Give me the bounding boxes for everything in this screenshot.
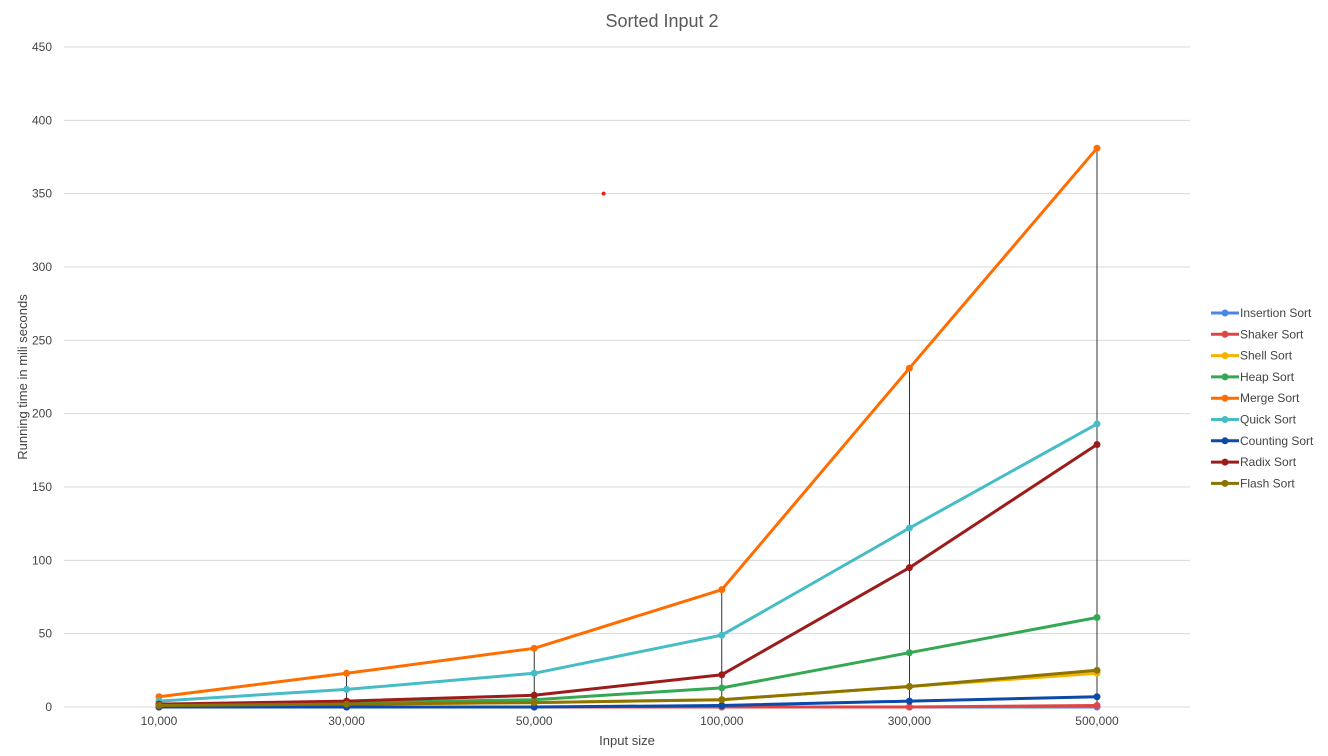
legend-marker: [1221, 373, 1229, 381]
x-axis-label: Input size: [599, 733, 655, 748]
legend-label: Radix Sort: [1240, 455, 1297, 469]
data-point: [530, 691, 538, 699]
drop-lines: [158, 148, 1098, 707]
legend-marker: [1221, 437, 1229, 445]
stray-marker: [601, 191, 606, 196]
chart-title: Sorted Input 2: [605, 11, 718, 31]
x-tick-label: 500,000: [1075, 714, 1119, 728]
legend-item[interactable]: Quick Sort: [1211, 413, 1297, 427]
y-tick-label: 100: [32, 553, 52, 567]
legend-label: Shell Sort: [1240, 349, 1293, 363]
data-point: [343, 685, 351, 693]
data-point: [1093, 614, 1101, 622]
data-point: [905, 524, 913, 532]
data-point: [1093, 144, 1101, 152]
data-point: [530, 669, 538, 677]
x-tick-label: 10,000: [141, 714, 178, 728]
stray-point: [601, 191, 606, 196]
data-point: [905, 703, 913, 711]
y-tick-label: 250: [32, 333, 52, 347]
x-tick-label: 100,000: [700, 714, 744, 728]
data-point: [1093, 666, 1101, 674]
legend-label: Counting Sort: [1240, 434, 1314, 448]
legend-item[interactable]: Shaker Sort: [1211, 327, 1304, 341]
data-point: [1093, 702, 1101, 710]
legend-item[interactable]: Insertion Sort: [1211, 306, 1312, 320]
legend-marker: [1221, 309, 1229, 317]
y-axis-ticks: 0 50 100 150 200 250 300 350 400 450: [32, 40, 52, 714]
legend-label: Quick Sort: [1240, 413, 1297, 427]
legend-item[interactable]: Merge Sort: [1211, 391, 1300, 405]
legend-label: Shaker Sort: [1240, 327, 1304, 341]
data-point: [343, 700, 351, 708]
series-heap-sort: [155, 614, 1101, 710]
legend-item[interactable]: Counting Sort: [1211, 434, 1314, 448]
y-tick-label: 200: [32, 407, 52, 421]
y-tick-label: 450: [32, 40, 52, 54]
data-point: [905, 564, 913, 572]
y-tick-label: 50: [39, 627, 53, 641]
data-point: [718, 586, 726, 594]
series-quick-sort: [155, 420, 1101, 705]
legend[interactable]: Insertion Sort Shaker Sort Shell Sort Heap …: [1211, 306, 1314, 490]
data-point: [718, 671, 726, 679]
series-line: [158, 147, 1099, 699]
data-point: [343, 669, 351, 677]
y-tick-label: 150: [32, 480, 52, 494]
x-tick-label: 50,000: [516, 714, 553, 728]
legend-marker: [1221, 458, 1229, 466]
series-line: [158, 422, 1098, 703]
legend-item[interactable]: Shell Sort: [1211, 349, 1293, 363]
y-tick-label: 0: [45, 700, 52, 714]
series-line: [158, 443, 1098, 706]
legend-marker: [1221, 330, 1229, 338]
legend-marker: [1221, 416, 1229, 423]
series-flash-sort: [155, 666, 1101, 710]
series-line: [159, 695, 1098, 709]
legend-label: Flash Sort: [1240, 476, 1295, 490]
data-point: [1093, 440, 1101, 448]
legend-marker: [1221, 479, 1229, 487]
x-tick-label: 30,000: [328, 714, 365, 728]
legend-item[interactable]: Flash Sort: [1211, 476, 1295, 490]
legend-marker: [1221, 394, 1229, 402]
data-point: [905, 364, 913, 372]
x-axis-ticks: 10,000 30,000 50,000 100,000 300,000 500,000: [141, 714, 1119, 728]
data-point: [530, 699, 538, 707]
y-axis-label: Running time in mili seconds: [15, 294, 30, 460]
data-point: [718, 702, 726, 710]
legend-label: Merge Sort: [1240, 391, 1300, 405]
data-point: [718, 696, 726, 704]
legend-item[interactable]: Radix Sort: [1211, 455, 1297, 469]
y-tick-label: 300: [32, 260, 52, 274]
legend-label: Insertion Sort: [1240, 306, 1312, 320]
legend-label: Heap Sort: [1240, 370, 1295, 384]
series-merge-sort: [155, 144, 1101, 701]
data-point: [1093, 693, 1101, 701]
y-tick-label: 350: [32, 187, 52, 201]
data-point: [905, 697, 913, 705]
series-line: [158, 668, 1098, 707]
y-tick-label: 400: [32, 113, 52, 127]
gridlines: [64, 46, 1190, 708]
data-point: [905, 649, 913, 657]
data-point: [1093, 420, 1101, 428]
x-tick-label: 300,000: [888, 714, 932, 728]
data-point: [905, 682, 913, 690]
series-radix-sort: [155, 440, 1101, 708]
series-lines: [155, 144, 1101, 711]
data-point: [718, 684, 726, 692]
data-point: [718, 631, 726, 639]
legend-marker: [1221, 352, 1229, 360]
data-point: [155, 702, 163, 710]
legend-item[interactable]: Heap Sort: [1211, 370, 1295, 384]
data-point: [530, 644, 538, 652]
